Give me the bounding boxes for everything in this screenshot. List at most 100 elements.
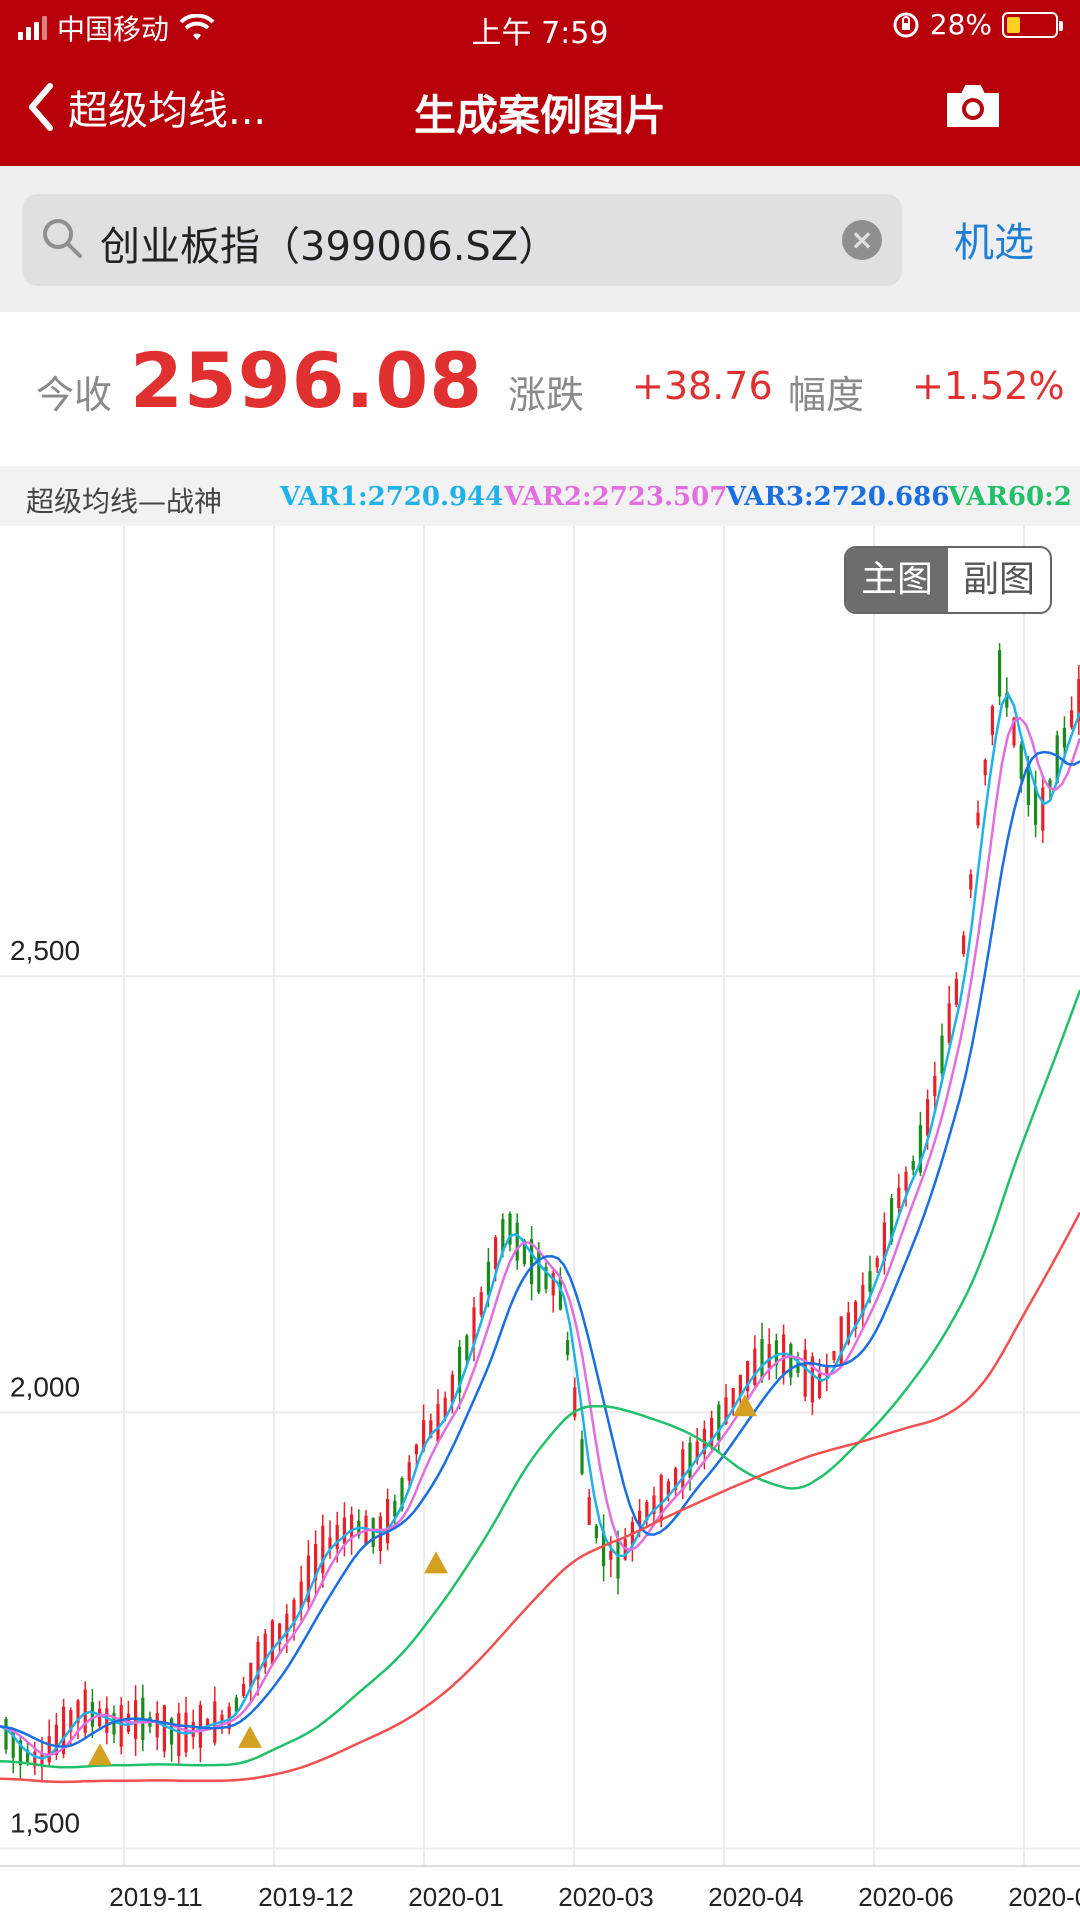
candle-body [558,1276,562,1310]
sub-chart-tab[interactable]: 副图 [962,559,1035,600]
candle-body [832,1351,836,1361]
candle-body [177,1713,181,1757]
back-button[interactable]: 超级均线... [26,78,266,136]
candle-body [890,1197,894,1242]
candle-body [515,1222,519,1261]
candle-body [566,1340,570,1356]
close-label: 今收 [36,373,113,417]
candle-body [1019,744,1023,779]
candle-body [969,874,973,890]
candle-body [83,1689,87,1733]
candle-body [98,1708,102,1727]
var1-value: VAR1:2720.944 [280,482,504,512]
candle-body [609,1550,613,1560]
filter-button[interactable]: 机选 [954,220,1034,266]
change-value: +38.76 [632,364,773,408]
chart-canvas: 2019-11 2019-12 2020-01 2020-03 2020-04 2020-… [0,526,1080,1912]
buy-signal-marker [424,1551,448,1574]
y-tick-label: 1,500 [10,1808,80,1839]
candle-body [990,706,994,735]
candle-body [486,1261,490,1295]
candle-body [645,1501,649,1521]
candle-body [407,1462,411,1481]
candle-body [861,1284,865,1316]
clear-icon[interactable]: × [842,220,882,260]
candle-body [1062,727,1066,748]
candle-body [580,1439,584,1474]
candle-body [1041,787,1045,831]
candle-body [587,1497,591,1525]
main-chart-tab[interactable]: 主图 [846,548,948,612]
var3-value: VAR3:2720.686 [726,482,950,512]
candle-body [479,1292,483,1315]
candle-body [54,1724,58,1756]
change-label: 涨跌 [508,373,585,417]
candle-body [234,1697,238,1712]
candle-body [220,1714,224,1726]
pct-label: 幅度 [788,373,865,417]
status-bar: 中国移动 上午 7:59 28% [0,0,1080,54]
candle-body [270,1620,274,1664]
candle-body [818,1373,822,1398]
camera-icon[interactable] [944,82,1002,130]
x-tick-label: 2020-07 [1008,1882,1080,1912]
top-bar: 中国移动 上午 7:59 28% 超级均线... 生成案例图片 [0,0,1080,166]
x-tick-label: 2019-12 [258,1882,353,1912]
candle-body [522,1240,526,1265]
candle-body [33,1751,37,1767]
search-query: 创业板指（399006.SZ） [100,224,559,270]
candle-body [774,1340,778,1366]
search-bar-area: 创业板指（399006.SZ） × 机选 [0,166,1080,312]
candle-body [911,1160,915,1170]
battery-icon [1002,11,1063,38]
search-input[interactable]: 创业板指（399006.SZ） × [22,194,902,286]
candle-body [170,1718,174,1745]
candle-body [904,1171,908,1191]
candle-body [414,1444,418,1455]
candle-body [393,1500,397,1517]
candle-body [846,1312,850,1344]
chart-toggle[interactable]: 主图 副图 [844,546,1052,614]
x-tick-label: 2020-03 [558,1882,653,1912]
candle-body [998,650,1002,697]
candle-body [18,1740,22,1766]
var3-line [0,750,1080,1748]
x-tick-label: 2020-01 [408,1882,503,1912]
candle-body [976,812,980,826]
candle-body [206,1719,210,1730]
candle-body [1026,762,1030,806]
candle-body [659,1475,663,1521]
candle-body [378,1516,382,1552]
candle-body [688,1442,692,1478]
candle-body [789,1343,793,1378]
var2-line [0,716,1080,1757]
candle-body [263,1633,267,1668]
candle-body [314,1543,318,1581]
candle-body [573,1387,577,1417]
candle-body [1034,786,1038,825]
candle-body [472,1307,476,1345]
x-tick-label: 2020-04 [708,1882,803,1912]
kline-chart[interactable]: 2019-11 2019-12 2020-01 2020-03 2020-04 2020-… [0,526,1080,1920]
candle-body [940,1035,944,1074]
candle-body [962,935,966,954]
indicator-name: 超级均线—战神 [26,485,223,518]
buy-signal-marker [88,1743,112,1766]
candle-body [918,1125,922,1173]
candle-body [897,1187,901,1209]
candle-body [371,1518,375,1547]
x-tick-label: 2020-06 [858,1882,953,1912]
candle-body [875,1257,879,1268]
wifi-icon [179,14,215,40]
quote-row: 今收 2596.08 涨跌 +38.76 幅度 +1.52% [0,312,1080,460]
candle-body [1077,679,1080,721]
candle-body [544,1266,548,1290]
battery-percent: 28% [929,8,992,41]
candle-body [501,1219,505,1252]
y-tick-label: 2,000 [10,1371,80,1402]
candle-body [508,1213,512,1245]
candle-body [933,1075,937,1097]
carrier-label: 中国移动 [57,13,170,46]
var1-line [0,691,1080,1760]
search-icon [43,219,82,258]
